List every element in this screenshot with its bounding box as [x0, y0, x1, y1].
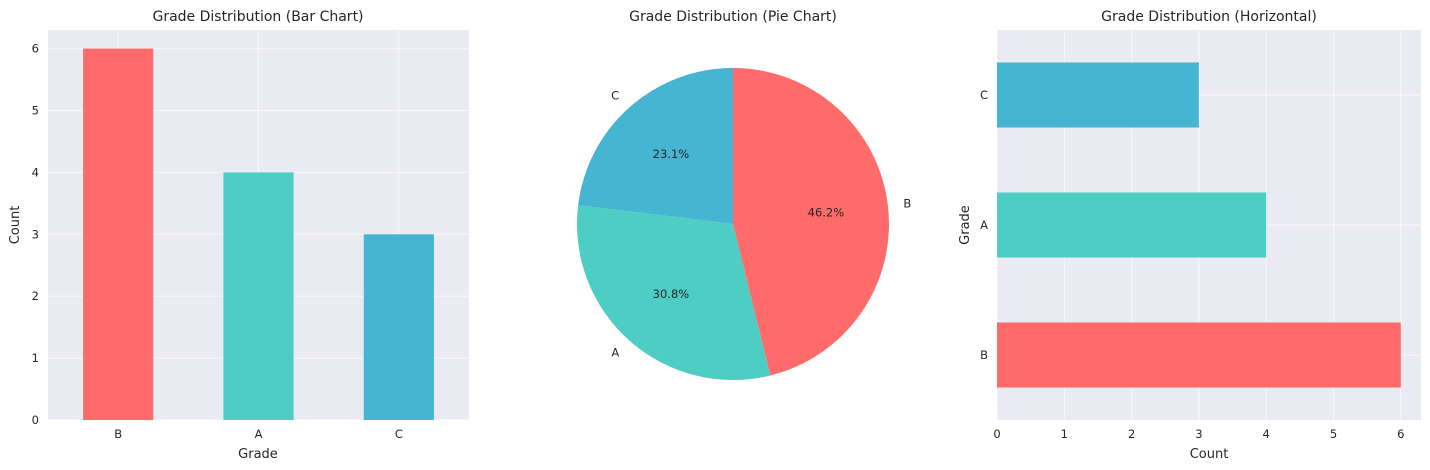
pie-label-B: B [903, 196, 911, 210]
hbar-chart-ytick-label: B [980, 348, 988, 362]
pie-percent-label: 46.2% [808, 206, 845, 220]
pie-percent-label: 23.1% [653, 147, 690, 161]
hbar-chart-ylabel: Grade [958, 205, 973, 245]
bar-C [363, 234, 434, 420]
pie-chart-title: Grade Distribution (Pie Chart) [629, 9, 837, 25]
pie-percent-label: 30.8% [653, 287, 690, 301]
hbar-A [997, 192, 1267, 258]
bar-chart-xtick-label: B [114, 427, 122, 441]
bar-chart-panel: B A C 0 1 2 3 4 5 6 Grade Distribution (Bar Char… [8, 9, 469, 462]
bar-chart-ytick-label: 2 [32, 289, 39, 303]
bar-chart-ytick-label: 0 [32, 413, 39, 427]
hbar-chart-xtick-label: 5 [1330, 427, 1337, 441]
hbar-chart-xtick-label: 1 [1061, 427, 1068, 441]
hbar-chart-panel: 0 1 2 3 4 5 6 B A C Grade Distribution (Horizont… [958, 9, 1421, 462]
hbar-C [997, 62, 1199, 128]
bar-A [223, 172, 294, 420]
hbar-chart-xtick-label: 2 [1128, 427, 1135, 441]
bar-chart-ytick-label: 6 [32, 42, 39, 56]
hbar-chart-xlabel: Count [1190, 447, 1229, 462]
pie-slice-B [733, 68, 889, 376]
hbar-chart-xtick-label: 3 [1195, 427, 1202, 441]
bar-chart-ytick-label: 5 [32, 103, 39, 117]
pie-chart-panel: C 23.1% A 30.8% B 46.2% Grade Distribution (P… [577, 9, 911, 381]
hbar-chart-xtick-label: 0 [993, 427, 1000, 441]
hbar-chart-ytick-label: C [980, 88, 988, 102]
bar-B [83, 48, 154, 420]
hbar-chart-title: Grade Distribution (Horizontal) [1101, 9, 1317, 25]
bar-chart-xtick-label: A [255, 427, 263, 441]
bar-chart-ytick-label: 3 [32, 227, 39, 241]
hbar-chart-ytick-label: A [980, 218, 988, 232]
pie-slice-A [577, 205, 771, 381]
hbar-B [997, 322, 1401, 388]
pie-label-C: C [611, 89, 619, 103]
bar-chart-ylabel: Count [8, 206, 23, 245]
hbar-chart-xtick-label: 6 [1397, 427, 1404, 441]
bar-chart-xlabel: Grade [238, 447, 278, 462]
hbar-chart-xtick-label: 4 [1263, 427, 1270, 441]
bar-chart-ytick-label: 4 [32, 165, 39, 179]
pie-label-A: A [611, 345, 619, 359]
pie-slice-C [578, 68, 733, 224]
bar-chart-title: Grade Distribution (Bar Chart) [152, 9, 363, 25]
bar-chart-xtick-label: C [395, 427, 403, 441]
bar-chart-ytick-label: 1 [32, 351, 39, 365]
